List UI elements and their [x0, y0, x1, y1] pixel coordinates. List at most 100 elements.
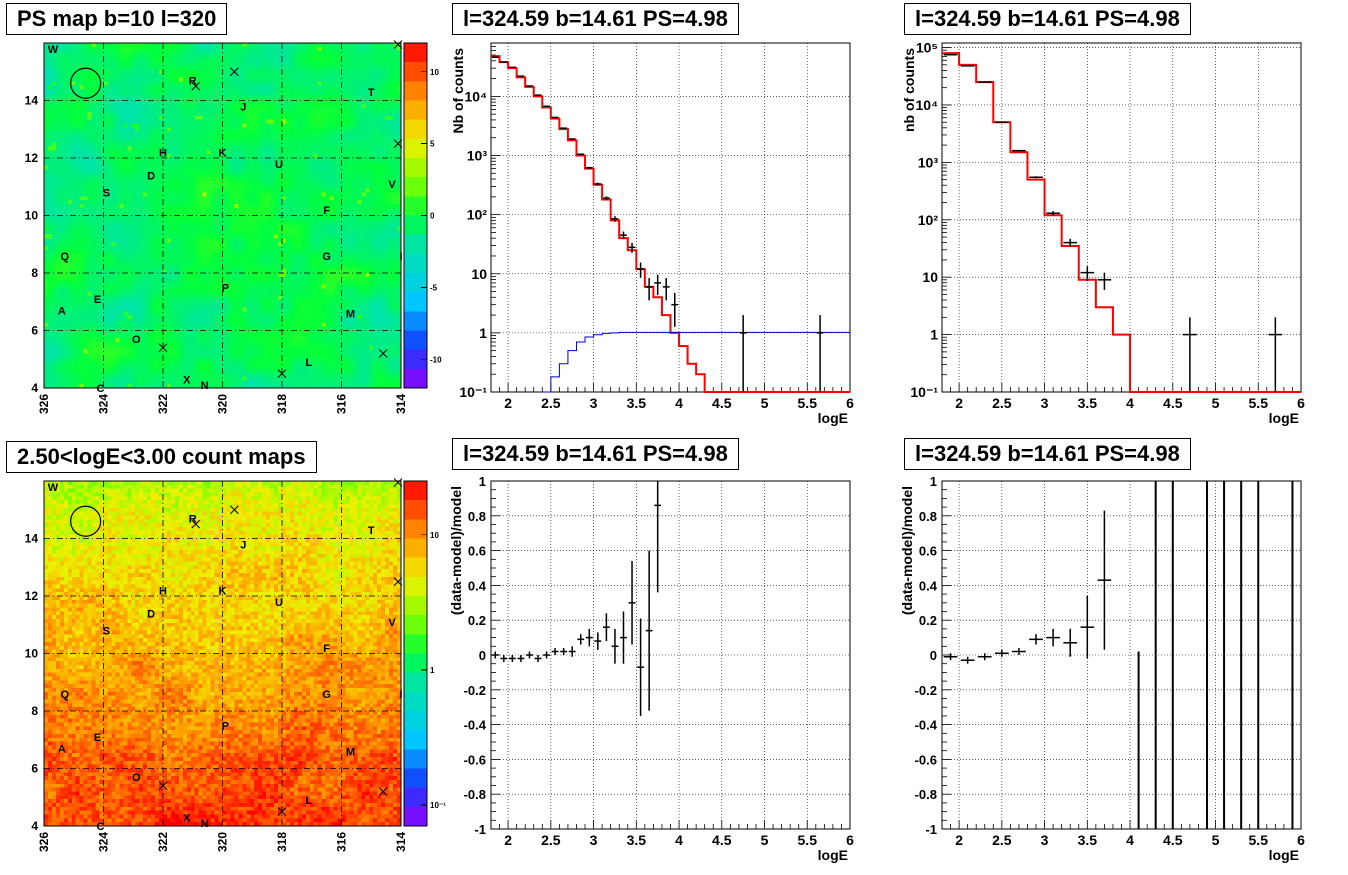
heatmap-cell — [159, 135, 164, 140]
heatmap-cell — [71, 326, 77, 331]
heatmap-cell — [139, 127, 144, 132]
heatmap-cell — [44, 177, 49, 182]
heatmap-cell — [242, 250, 247, 255]
heatmap-cell — [107, 227, 112, 232]
heatmap-cell — [258, 296, 263, 301]
heatmap-cell — [210, 96, 215, 101]
heatmap-cell — [151, 234, 156, 239]
heatmap-cell — [186, 135, 192, 140]
heatmap-cell — [55, 204, 61, 209]
heatmap-cell — [190, 326, 196, 331]
heatmap-cell — [190, 299, 196, 304]
heatmap-cell — [63, 315, 69, 320]
heatmap-cell — [258, 77, 263, 82]
heatmap-cell — [107, 196, 112, 201]
heatmap-cell — [218, 223, 223, 228]
heatmap-cell — [198, 158, 203, 163]
heatmap-cell — [222, 345, 227, 350]
heatmap-cell — [166, 368, 172, 373]
heatmap-cell — [127, 227, 132, 232]
heatmap-cell — [226, 73, 231, 78]
heatmap-cell — [47, 135, 53, 140]
heatmap-cell — [135, 43, 140, 48]
heatmap-cell — [47, 127, 53, 132]
heatmap-cell — [166, 345, 172, 350]
heatmap-cell — [151, 269, 156, 274]
heatmap-cell — [139, 177, 144, 182]
heatmap-cell — [234, 238, 239, 243]
heatmap-cell — [51, 62, 57, 67]
heatmap-cell — [131, 299, 136, 304]
heatmap-cell — [238, 284, 243, 289]
heatmap-cell — [83, 158, 88, 163]
heatmap-cell — [135, 372, 140, 377]
heatmap-cell — [47, 46, 53, 51]
heatmap-cell — [186, 376, 192, 381]
heatmap-cell — [170, 299, 176, 304]
heatmap-cell — [206, 135, 211, 140]
heatmap-cell — [131, 361, 136, 366]
heatmap-cell — [55, 276, 61, 281]
heatmap-cell — [254, 127, 259, 132]
heatmap-cell — [79, 62, 84, 67]
heatmap-cell — [230, 376, 235, 381]
heatmap-cell — [67, 296, 73, 301]
heatmap-cell — [55, 273, 61, 278]
heatmap-cell — [182, 173, 188, 178]
heatmap-cell — [103, 372, 108, 377]
heatmap-cell — [186, 365, 192, 370]
heatmap-cell — [166, 365, 172, 370]
heatmap-cell — [182, 196, 188, 201]
heatmap-cell — [206, 127, 211, 132]
heatmap-cell — [242, 219, 247, 224]
heatmap-cell — [107, 326, 112, 331]
heatmap-cell — [63, 338, 69, 343]
heatmap-cell — [67, 119, 73, 124]
heatmap-cell — [159, 112, 164, 117]
heatmap-cell — [226, 365, 231, 370]
heatmap-cell — [59, 311, 65, 316]
heatmap-cell — [178, 158, 184, 163]
heatmap-cell — [75, 261, 80, 266]
heatmap-cell — [115, 357, 120, 362]
heatmap-cell — [262, 108, 267, 113]
heatmap-cell — [238, 269, 243, 274]
heatmap-cell — [170, 200, 176, 205]
heatmap-cell — [226, 43, 231, 48]
heatmap-cell — [258, 161, 263, 166]
heatmap-cell — [123, 257, 128, 262]
heatmap-cell — [246, 62, 251, 67]
heatmap-cell — [99, 250, 104, 255]
heatmap-cell — [99, 280, 104, 285]
heatmap-cell — [99, 288, 104, 293]
heatmap-cell — [95, 319, 100, 324]
heatmap-cell — [218, 207, 223, 212]
heatmap-cell — [222, 211, 227, 216]
heatmap-cell — [103, 196, 108, 201]
heatmap-cell — [186, 292, 192, 297]
heatmap-cell — [163, 181, 168, 186]
heatmap-cell — [222, 269, 227, 274]
heatmap-cell — [190, 207, 196, 212]
heatmap-cell — [170, 242, 176, 247]
heatmap-cell — [258, 54, 263, 59]
heatmap-cell — [198, 257, 203, 262]
heatmap-cell — [44, 345, 49, 350]
heatmap-cell — [218, 184, 223, 189]
heatmap-cell — [246, 273, 251, 278]
heatmap-cell — [163, 384, 168, 389]
heatmap-cell — [159, 219, 164, 224]
heatmap-cell — [151, 50, 156, 55]
heatmap-cell — [242, 77, 247, 82]
heatmap-cell — [127, 196, 132, 201]
heatmap-cell — [139, 188, 144, 193]
heatmap-cell — [107, 184, 112, 189]
heatmap-cell — [230, 299, 235, 304]
heatmap-cell — [262, 112, 267, 117]
heatmap-cell — [186, 319, 192, 324]
heatmap-cell — [222, 253, 227, 258]
heatmap-cell — [59, 165, 65, 170]
heatmap-cell — [182, 227, 188, 232]
heatmap-cell — [51, 146, 57, 151]
heatmap-cell — [182, 108, 188, 113]
